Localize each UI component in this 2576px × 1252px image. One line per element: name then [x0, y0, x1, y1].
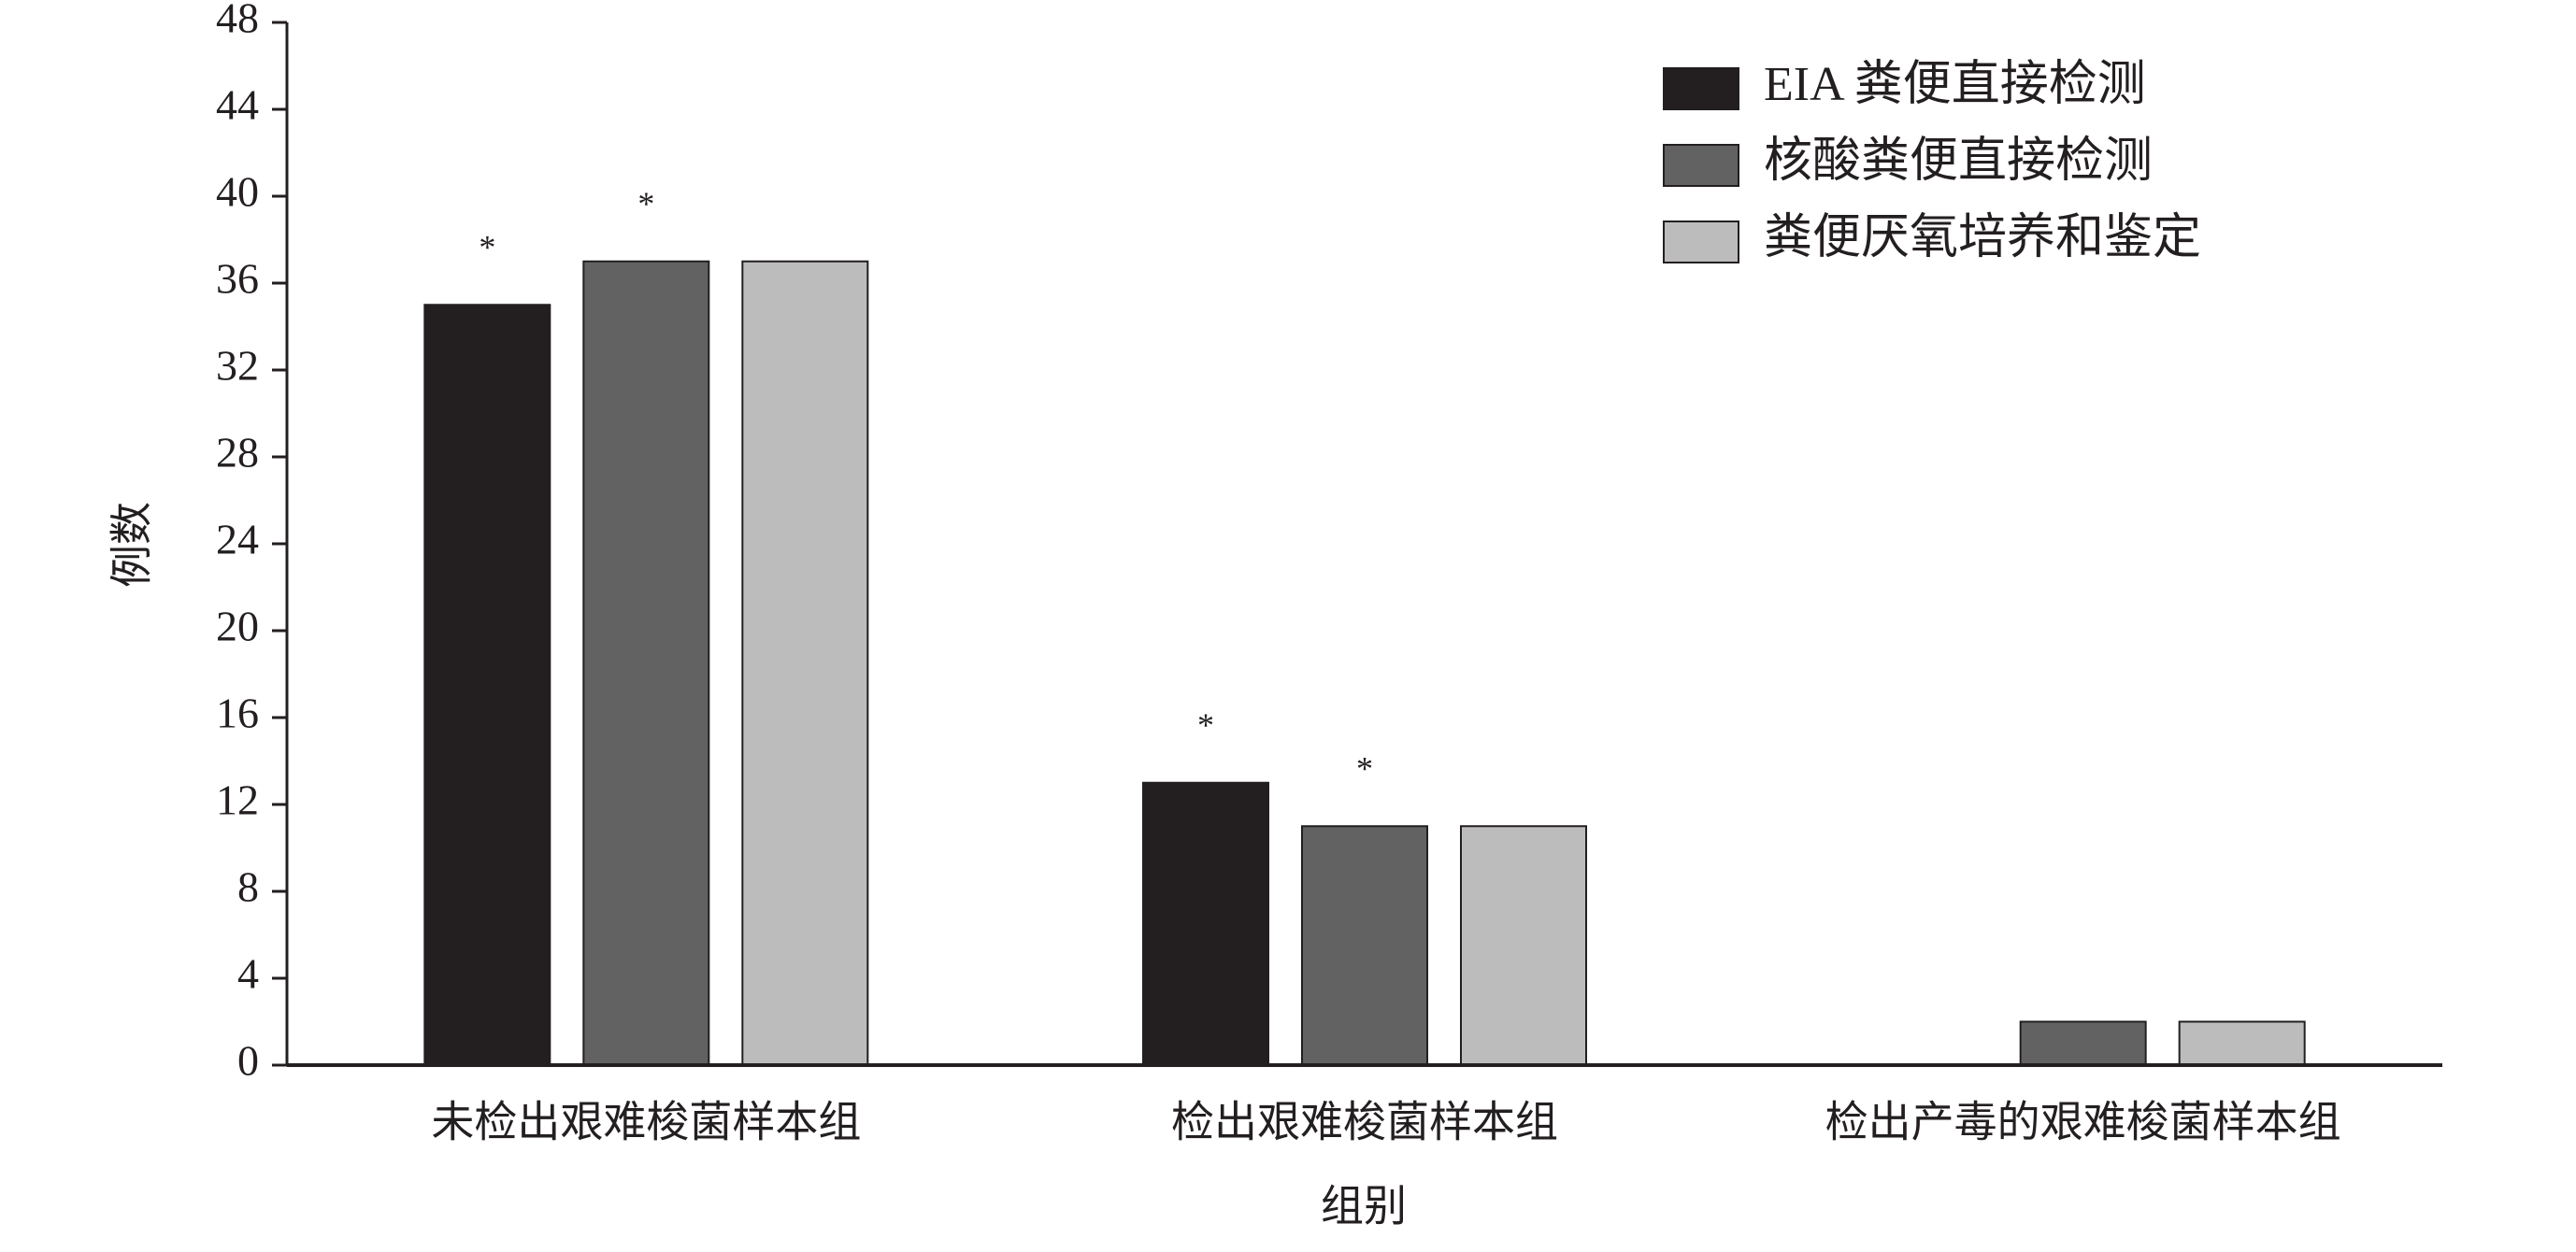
bar — [1142, 781, 1269, 1066]
y-tick-label: 28 — [216, 429, 259, 477]
y-tick-label: 8 — [237, 863, 259, 911]
legend-label: EIA 粪便直接检测 — [1764, 58, 2146, 111]
y-tick-label: 44 — [216, 81, 259, 129]
legend-label: 核酸粪便直接检测 — [1764, 135, 2153, 188]
y-axis-title: 例数 — [108, 502, 156, 588]
bar — [1301, 825, 1428, 1066]
bar — [2019, 1020, 2147, 1066]
y-tick-label: 48 — [216, 0, 259, 42]
y-tick-label: 20 — [216, 603, 259, 650]
significance-mark: * — [479, 229, 495, 266]
y-tick-label: 36 — [216, 255, 259, 303]
bar — [741, 260, 869, 1066]
y-tick-label: 24 — [216, 516, 259, 563]
x-tick-label: 检出艰难梭菌样本组 — [1171, 1099, 1558, 1146]
y-tick-label: 32 — [216, 342, 259, 390]
bar — [1460, 825, 1587, 1066]
significance-mark: * — [1356, 750, 1373, 788]
legend-label: 粪便厌氧培养和鉴定 — [1764, 211, 2201, 264]
bar — [582, 260, 710, 1066]
legend-swatch — [1663, 221, 1739, 263]
y-tick-label: 16 — [216, 690, 259, 737]
significance-mark: * — [637, 185, 654, 222]
y-tick-label: 0 — [237, 1037, 259, 1085]
bar — [2178, 1020, 2306, 1066]
y-tick-label: 12 — [216, 776, 259, 824]
significance-mark: * — [1197, 706, 1214, 744]
x-tick-label: 未检出艰难梭菌样本组 — [431, 1099, 861, 1146]
legend-swatch — [1663, 67, 1739, 110]
legend-swatch — [1663, 144, 1739, 187]
x-axis-title: 组别 — [1321, 1183, 1407, 1231]
bar — [423, 304, 551, 1066]
y-tick-label: 40 — [216, 168, 259, 216]
y-tick-label: 4 — [237, 950, 259, 998]
x-tick-label: 检出产毒的艰难梭菌样本组 — [1825, 1099, 2341, 1146]
